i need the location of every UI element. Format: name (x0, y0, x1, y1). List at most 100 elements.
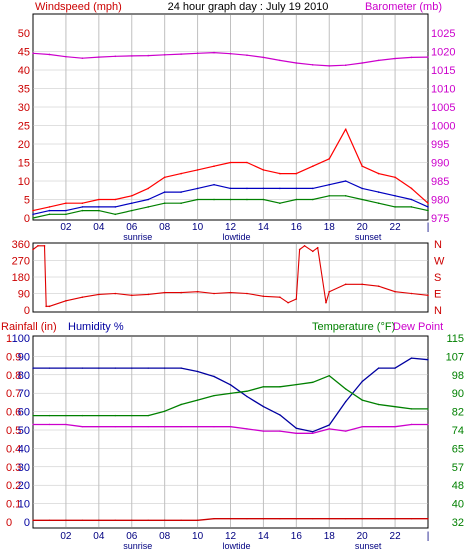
data-point (427, 206, 429, 208)
x-tick-label: 16 (291, 222, 303, 233)
data-point (312, 432, 314, 435)
data-point (262, 198, 265, 201)
data-point (377, 367, 380, 369)
data-point (147, 198, 150, 201)
x-tick-label: 08 (159, 222, 171, 233)
x-tick-label: 04 (93, 222, 105, 233)
data-point (410, 292, 413, 295)
data-point (98, 198, 100, 201)
data-point (130, 55, 133, 57)
data-point (229, 425, 232, 428)
x-tick-label: 14 (258, 531, 270, 542)
data-point (229, 392, 232, 395)
y-tick-label: 1010 (431, 84, 455, 96)
data-point (98, 425, 100, 428)
data-point (37, 245, 39, 247)
data-point (394, 425, 396, 428)
y-tick-label: 1025 (431, 28, 455, 40)
y-tick-label: 50 (18, 28, 30, 40)
data-point (427, 359, 429, 361)
data-point (262, 187, 265, 190)
data-point (229, 517, 232, 520)
data-point (410, 357, 413, 359)
data-point (180, 519, 182, 522)
y-tick-label: 80 (18, 370, 30, 382)
panel1-left-ticks: 0 5 10 15 20 25 30 35 40 45 50 (18, 28, 30, 225)
panel1-annotations: sunrise lowtide sunset (123, 232, 382, 242)
data-point (295, 432, 298, 435)
data-point (130, 209, 133, 212)
data-point (163, 367, 166, 369)
data-point (43, 245, 46, 247)
data-point (410, 187, 413, 190)
data-point (81, 425, 84, 428)
data-point (229, 187, 232, 190)
data-point (279, 414, 281, 416)
data-point (45, 305, 47, 308)
event-annotation: sunrise (123, 232, 152, 242)
data-point (279, 296, 281, 298)
y-tick-label: 65 (452, 443, 464, 455)
temperature-axis-label: Temperature (°F) (312, 321, 395, 333)
data-point (279, 187, 281, 190)
data-point (377, 425, 380, 428)
y-tick-label: 985 (431, 176, 449, 188)
data-point (361, 283, 363, 286)
data-point (180, 202, 182, 204)
panel3-rain-ticks: 0 0.1 0.2 0.3 0.4 0.5 0.6 0.7 0.8 0.9 1 (6, 333, 21, 529)
y-tick-label: 980 (431, 195, 449, 207)
x-tick-label: 16 (291, 531, 303, 542)
data-point (114, 519, 116, 522)
data-point (344, 180, 347, 182)
y-tick-label: 1 (6, 333, 12, 345)
data-point (298, 248, 301, 251)
data-point (147, 54, 150, 57)
data-point (114, 206, 117, 208)
data-point (196, 198, 199, 201)
data-point (98, 206, 100, 208)
data-point (114, 55, 117, 58)
panel3-series (32, 357, 429, 522)
x-tick-label: 12 (225, 531, 237, 542)
data-point (344, 64, 347, 66)
data-point (311, 187, 314, 190)
data-point (295, 172, 298, 175)
data-point (48, 53, 51, 56)
data-point (163, 176, 166, 179)
data-point (427, 202, 429, 204)
x-tick-label: 20 (357, 531, 369, 542)
y-tick-label: 10 (18, 499, 30, 511)
y-tick-label: 0 (24, 213, 30, 225)
data-point (427, 408, 429, 410)
data-point (394, 206, 396, 208)
data-point (328, 374, 330, 377)
panel1-series (32, 51, 429, 219)
data-point (427, 294, 429, 297)
y-tick-label: 0.4 (6, 443, 21, 455)
panel2-left-ticks: 360 270 180 90 0 (12, 239, 30, 317)
data-point (147, 206, 150, 208)
data-point (316, 246, 319, 249)
event-annotation: sunset (355, 541, 382, 551)
data-point (98, 56, 100, 58)
data-point (328, 517, 330, 520)
y-tick-label: 82 (452, 407, 464, 419)
data-point (394, 57, 396, 60)
data-point (163, 191, 166, 193)
data-point (427, 209, 429, 212)
data-point (180, 367, 182, 369)
data-point (213, 375, 215, 378)
y-tick-label: 40 (452, 499, 464, 511)
x-tick-label: 12 (225, 222, 237, 233)
y-tick-label: 975 (431, 213, 449, 225)
data-point (130, 195, 133, 197)
data-point (328, 428, 330, 430)
data-point (65, 213, 67, 216)
y-tick-label: 90 (18, 351, 30, 363)
y-tick-label: 35 (18, 84, 30, 96)
data-point (246, 198, 248, 201)
y-tick-label: 107 (446, 351, 464, 363)
x-tick-label: 08 (159, 531, 171, 542)
data-point (262, 405, 265, 408)
